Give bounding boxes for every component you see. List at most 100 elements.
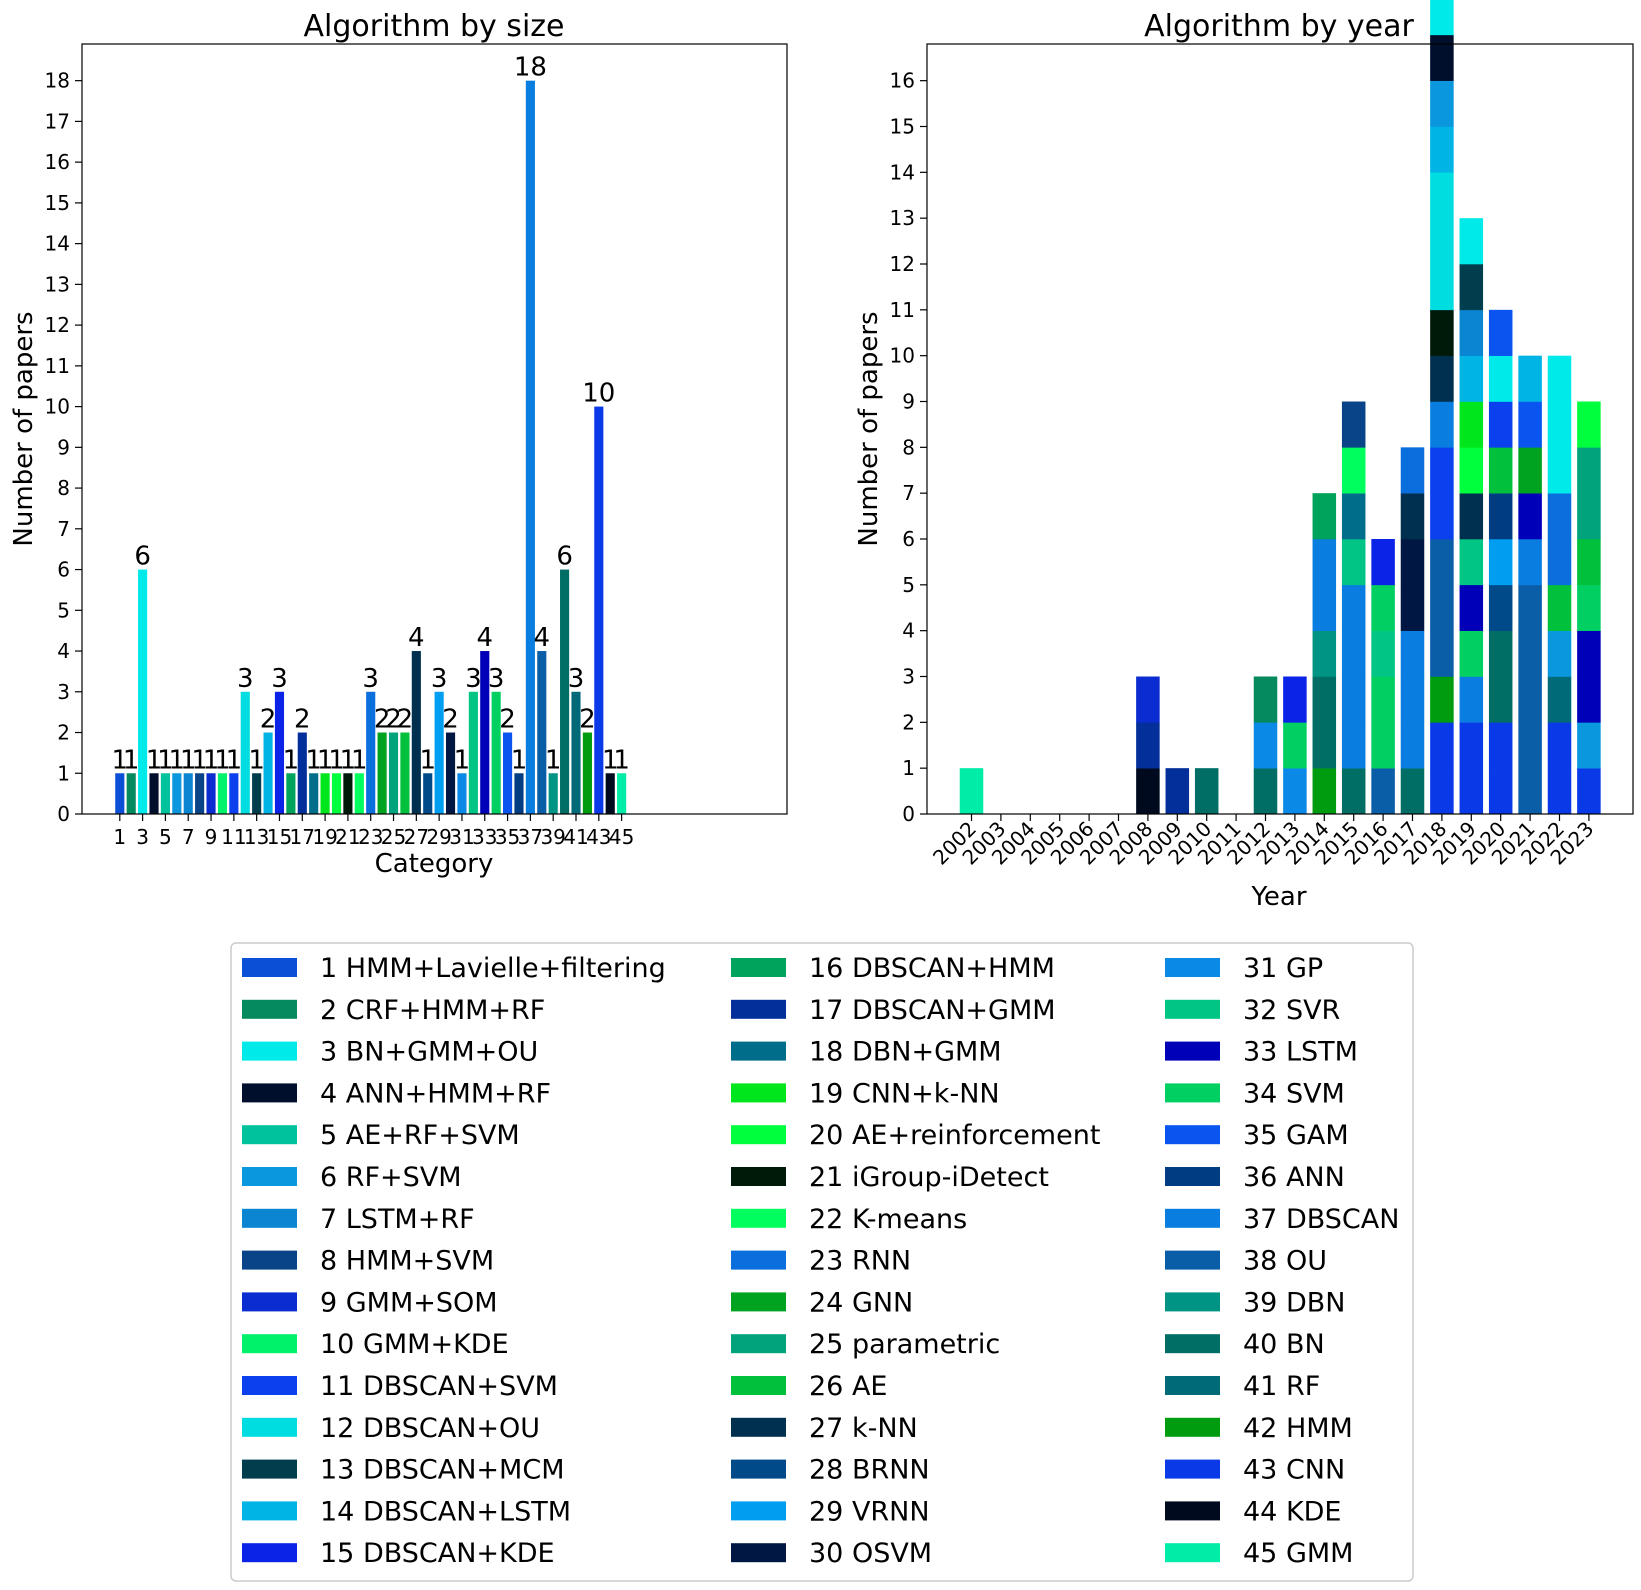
legend-label: 22 K-means	[809, 1204, 967, 1235]
legend-label: 37 DBSCAN	[1243, 1204, 1399, 1235]
data-label: 3	[431, 664, 448, 694]
legend-label: 18 DBN+GMM	[809, 1037, 1002, 1068]
y-tick-label: 2	[902, 710, 915, 734]
y-tick-label: 5	[902, 573, 915, 597]
legend-label: 20 AE+reinforcement	[809, 1120, 1100, 1151]
bar	[605, 773, 615, 814]
y-tick-label: 10	[890, 344, 915, 368]
stack-segment	[1547, 447, 1572, 494]
data-label: 2	[294, 705, 311, 735]
legend-swatch	[242, 1041, 297, 1061]
bar	[274, 691, 285, 814]
stack-segment	[1430, 539, 1454, 586]
stack-segment	[1312, 493, 1337, 540]
stack-segment	[1518, 355, 1542, 402]
y-tick-label: 6	[57, 558, 70, 582]
legend-label: 4 ANN+HMM+RF	[320, 1078, 551, 1109]
legend-label: 34 SVM	[1243, 1078, 1345, 1109]
y-tick-label: 12	[890, 252, 915, 276]
stack-segment	[1136, 722, 1160, 769]
y-tick-label: 14	[890, 160, 915, 184]
stack-segment	[1488, 355, 1513, 402]
bar	[582, 732, 592, 814]
stack-segment	[1577, 676, 1601, 723]
legend-label: 5 AE+RF+SVM	[320, 1120, 520, 1151]
stack-segment	[1312, 539, 1337, 586]
y-tick-label: 16	[890, 69, 915, 93]
stack-segment	[1430, 768, 1454, 815]
legend-swatch	[731, 1125, 786, 1145]
stack-segment	[1430, 722, 1454, 769]
x-tick-label: 27	[404, 825, 429, 849]
stack-segment	[1459, 722, 1484, 769]
legend-label: 26 AE	[809, 1371, 887, 1402]
stack-segment	[1400, 447, 1425, 494]
bar	[331, 773, 342, 814]
stack-segment	[1341, 584, 1366, 631]
bar	[377, 732, 387, 814]
data-label: 1	[340, 745, 357, 775]
legend-label: 27 k-NN	[809, 1413, 918, 1444]
x-axis-label: Year	[1250, 882, 1306, 912]
stack-segment	[1430, 218, 1454, 265]
stack-segment	[1430, 355, 1454, 402]
legend-label: 11 DBSCAN+SVM	[320, 1371, 558, 1402]
stack-segment	[1488, 722, 1513, 769]
y-tick-label: 2	[57, 721, 70, 745]
data-label: 1	[180, 745, 197, 775]
legend-swatch	[731, 999, 786, 1019]
stack-segment	[1518, 493, 1542, 540]
bar	[297, 732, 307, 814]
legend-label: 1 HMM+Lavielle+filtering	[320, 953, 666, 984]
chart-title: Algorithm by year	[1144, 9, 1414, 44]
stack-segment	[1400, 722, 1425, 769]
stack-segment	[1430, 0, 1454, 36]
legend-swatch	[1165, 1543, 1220, 1563]
stack-segment	[1341, 493, 1366, 540]
stack-segment	[1459, 493, 1484, 540]
bar	[548, 773, 558, 814]
data-label: 4	[534, 623, 551, 653]
x-tick-label: 3	[136, 825, 149, 849]
x-axis-label: Category	[375, 849, 494, 879]
bar	[434, 691, 444, 814]
legend-label: 13 DBSCAN+MCM	[320, 1455, 565, 1486]
stack-segment	[1136, 676, 1160, 723]
stack-segment	[1194, 768, 1219, 815]
data-label: 6	[134, 542, 151, 572]
x-tick-label: 45	[609, 825, 634, 849]
legend-swatch	[731, 1417, 786, 1437]
y-tick-label: 4	[57, 639, 70, 663]
stack-segment	[1430, 80, 1454, 127]
stack-segment	[1341, 768, 1366, 815]
data-label: 1	[157, 745, 174, 775]
stack-segment	[1459, 447, 1484, 494]
legend-swatch	[731, 1376, 786, 1395]
stack-segment	[1283, 676, 1307, 723]
bar	[160, 773, 170, 814]
data-label: 3	[237, 664, 254, 694]
x-tick-label: 11	[221, 825, 246, 849]
y-tick-label: 8	[57, 476, 70, 500]
legend-label: 41 RF	[1243, 1371, 1320, 1402]
data-label: 3	[362, 664, 379, 694]
y-tick-label: 11	[890, 298, 915, 322]
stack-segment	[1341, 676, 1366, 723]
data-label: 1	[613, 745, 630, 775]
stack-segment	[1459, 768, 1484, 815]
data-label: 3	[465, 664, 482, 694]
bar	[126, 773, 136, 814]
legend-swatch	[1165, 1417, 1220, 1437]
x-tick-label: 43	[586, 825, 611, 849]
y-tick-label: 6	[902, 527, 915, 551]
stack-segment	[1430, 630, 1454, 677]
stack-segment	[1577, 447, 1601, 494]
bar	[195, 773, 205, 814]
chart-size: Algorithm by size 1161111111131231211111…	[9, 9, 788, 879]
legend-label: 38 OU	[1243, 1246, 1327, 1277]
x-tick-label: 7	[182, 825, 195, 849]
x-tick-label: 35	[495, 825, 520, 849]
legend-swatch	[242, 1208, 297, 1228]
legend-swatch	[242, 1125, 297, 1145]
stack-segment	[1488, 447, 1513, 494]
